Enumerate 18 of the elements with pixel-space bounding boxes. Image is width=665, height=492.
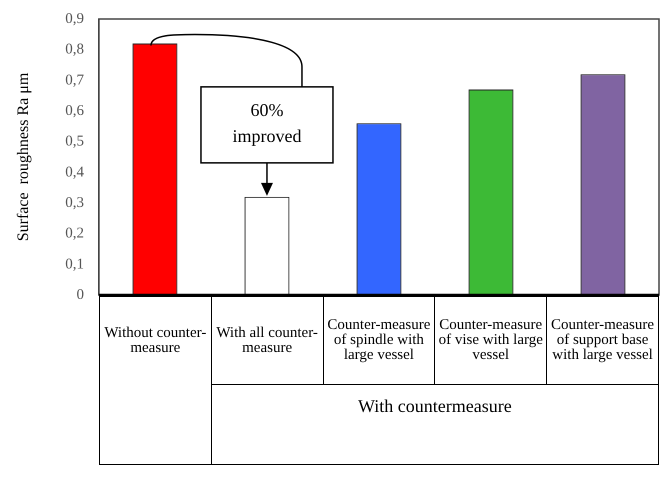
y-tick-label: 0,7: [65, 72, 84, 88]
y-tick-label: 0,8: [65, 42, 84, 58]
x-tick-label: Without counter-measure: [99, 296, 212, 384]
y-axis-title: Surface roughness Ra μm: [14, 72, 32, 242]
annotation: 60% improved: [200, 86, 333, 163]
y-tick-label: 0,6: [65, 102, 84, 119]
y-tick-label: 0,9: [65, 10, 84, 27]
x-tick-label: With all counter-measure: [211, 296, 324, 384]
y-tick-label: 0,5: [65, 134, 84, 150]
y-tick-label: 0,3: [65, 194, 84, 211]
x-tick-label: Counter-measure of support base with large vessel: [546, 296, 658, 384]
text: With countermeasure: [211, 384, 658, 464]
x-tick-label: Counter-measure of spindle with large vessel: [323, 296, 435, 384]
x-tick-label: Counter-measure of vise with large vessel: [434, 296, 547, 384]
y-tick-label: 0,4: [65, 164, 84, 180]
y-tick-label: 0,2: [65, 226, 84, 242]
y-tick-label: 0: [76, 286, 84, 303]
y-tick-label: 0,1: [65, 256, 84, 272]
